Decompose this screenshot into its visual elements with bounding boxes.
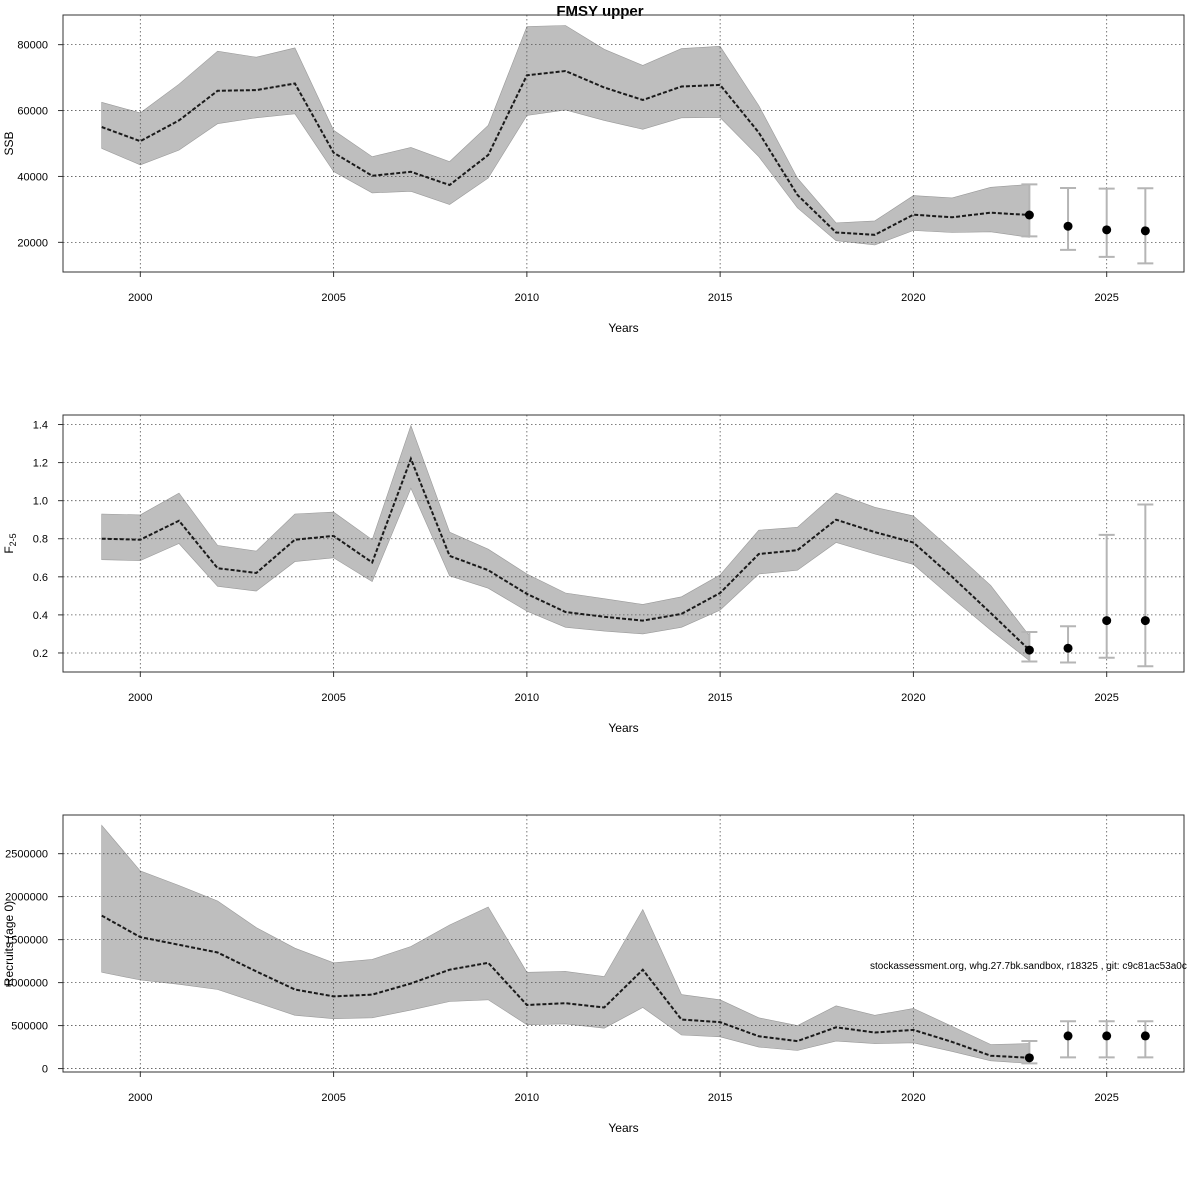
fishing-mortality-y-tick-label: 0.8 [33, 534, 48, 546]
fishing-mortality-forecast-point [1063, 643, 1073, 653]
source-watermark: stockassessment.org, whg.27.7bk.sandbox,… [870, 961, 1187, 972]
fishing-mortality-y-tick-label: 0.6 [33, 572, 48, 584]
fishing-mortality-x-tick-label: 2020 [901, 692, 925, 704]
fishing-mortality-forecast-point [1024, 645, 1034, 655]
figure-title: FMSY upper [556, 3, 643, 20]
recruitment-x-tick-label: 2010 [515, 1092, 539, 1104]
recruitment-y-tick-label: 0 [42, 1064, 48, 1076]
ssb-y-axis-label: SSB [2, 131, 16, 155]
fishing-mortality-forecast-point [1140, 616, 1150, 626]
fishing-mortality-forecast-point [1102, 616, 1112, 626]
ssb-x-tick-label: 2015 [708, 292, 732, 304]
ssb-x-tick-label: 2025 [1094, 292, 1118, 304]
fishing-mortality-y-tick-label: 0.4 [33, 610, 48, 622]
fishing-mortality-x-tick-label: 2015 [708, 692, 732, 704]
ssb-x-tick-label: 2010 [515, 292, 539, 304]
fishing-mortality-x-tick-label: 2025 [1094, 692, 1118, 704]
fishing-mortality-estimate-line [101, 456, 1031, 651]
recruitment-y-axis-label-main: Recruits (age 0) [2, 901, 16, 986]
ssb-x-tick-label: 2020 [901, 292, 925, 304]
recruitment-y-tick-label: 500000 [11, 1021, 48, 1033]
ssb-forecast-point [1024, 210, 1034, 220]
fishing-mortality-y-tick-label: 0.2 [33, 648, 48, 660]
ssb-x-tick-label: 2000 [128, 292, 152, 304]
fishing-mortality-y-tick-label: 1.0 [33, 496, 48, 508]
recruitment-forecast-point [1102, 1031, 1112, 1041]
recruitment-y-tick-label: 2000000 [5, 892, 48, 904]
recruitment-forecast-point [1063, 1031, 1073, 1041]
fishing-mortality-panel: 2000 2005 2010 2015 2020 2025 0.2 0.4 0.6 0.8 1.0 1… [2, 414, 1185, 735]
recruitment-y-tick-label: 1000000 [5, 978, 48, 990]
fishing-mortality-y-tick-label: 1.4 [33, 420, 48, 432]
ssb-y-axis-label-main: SSB [2, 131, 16, 155]
recruitment-confidence-band [101, 824, 1030, 1064]
ssb-y-tick-label: 80000 [17, 40, 48, 52]
recruitment-x-tick-label: 2020 [901, 1092, 925, 1104]
ssb-estimate-line [101, 69, 1030, 236]
ssb-plot-frame [62, 14, 1185, 273]
fishing-mortality-confidence-band [101, 424, 1030, 662]
fishing-mortality-x-tick-label: 2010 [515, 692, 539, 704]
recruitment-y-tick-label: 1500000 [5, 935, 48, 947]
recruitment-x-tick-label: 2025 [1094, 1092, 1118, 1104]
fishing-mortality-y-axis-label-subscript: 2-5 [8, 533, 18, 546]
ssb-confidence-band [101, 25, 1030, 246]
ssb-x-tick-label: 2005 [321, 292, 345, 304]
ssb-y-tick-label: 20000 [17, 237, 48, 249]
fishing-mortality-y-tick-label: 1.2 [33, 458, 48, 470]
recruitment-plot-frame [62, 814, 1185, 1073]
recruitment-x-tick-label: 2015 [708, 1092, 732, 1104]
recruitment-estimate-line [101, 914, 1030, 1059]
ssb-y-tick-label: 60000 [17, 106, 48, 118]
fishing-mortality-plot-frame [62, 414, 1185, 673]
recruitment-forecast-point [1024, 1053, 1034, 1063]
recruitment-forecast-point [1140, 1031, 1150, 1041]
ssb-x-axis-label: Years [608, 321, 638, 335]
fishing-mortality-x-tick-label: 2005 [321, 692, 345, 704]
ssb-forecast-point [1063, 221, 1073, 231]
recruitment-y-tick-label: 2500000 [5, 849, 48, 861]
fishing-mortality-y-axis-label: F2-5 [2, 533, 18, 553]
recruitment-y-axis-label: Recruits (age 0) [2, 901, 16, 986]
fishing-mortality-x-tick-label: 2000 [128, 692, 152, 704]
recruitment-x-tick-label: 2005 [321, 1092, 345, 1104]
fishing-mortality-y-axis-label-main: F [2, 546, 16, 553]
fishing-mortality-x-axis-label: Years [608, 721, 638, 735]
ssb-y-tick-label: 40000 [17, 171, 48, 183]
ssb-forecast-point [1140, 226, 1150, 236]
ssb-panel: 2000 2005 2010 2015 2020 2025 20000 40000 60000 8… [2, 14, 1185, 335]
recruitment-x-tick-label: 2000 [128, 1092, 152, 1104]
ssb-forecast-point [1102, 225, 1112, 235]
recruitment-x-axis-label: Years [608, 1121, 638, 1135]
recruitment-panel: 2000 2005 2010 2015 2020 2025 0 500000 1000000 15… [2, 814, 1185, 1135]
